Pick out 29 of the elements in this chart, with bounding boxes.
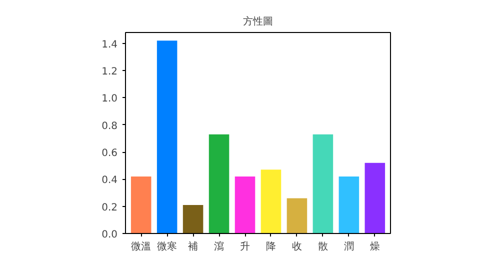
x-tick-label: 收 bbox=[292, 242, 302, 252]
y-tick-label: 0.8 bbox=[102, 120, 118, 132]
x-tick-label: 潤 bbox=[344, 240, 354, 252]
bar bbox=[286, 198, 308, 234]
x-tick-label: 燥 bbox=[370, 240, 380, 252]
bar bbox=[260, 170, 282, 234]
y-tick-label: 0.2 bbox=[102, 202, 118, 214]
y-tick-label: 0.6 bbox=[102, 148, 118, 160]
x-tick-label: 補 bbox=[188, 240, 198, 252]
x-tick-label: 散 bbox=[318, 242, 328, 252]
bar bbox=[208, 134, 230, 234]
x-tick-label: 升 bbox=[240, 240, 250, 252]
chart-title: 方性圖 bbox=[243, 16, 273, 28]
bar bbox=[364, 162, 386, 234]
x-tick-label: 微溫 bbox=[131, 240, 152, 252]
bar bbox=[130, 176, 152, 234]
y-tick-label: 1.0 bbox=[102, 94, 118, 105]
y-tick-label: 1.4 bbox=[102, 39, 118, 50]
y-tick-label: 0.0 bbox=[102, 230, 118, 240]
bar bbox=[234, 176, 256, 234]
x-tick-label: 降 bbox=[266, 240, 276, 252]
bar bbox=[312, 134, 334, 234]
x-tick-label: 微寒 bbox=[157, 240, 178, 252]
bar bbox=[182, 204, 204, 234]
x-tick-label: 瀉 bbox=[214, 240, 224, 252]
bar bbox=[156, 40, 178, 234]
bar bbox=[338, 176, 360, 234]
y-tick-label: 0.4 bbox=[102, 175, 118, 186]
y-tick-label: 1.2 bbox=[102, 66, 118, 78]
